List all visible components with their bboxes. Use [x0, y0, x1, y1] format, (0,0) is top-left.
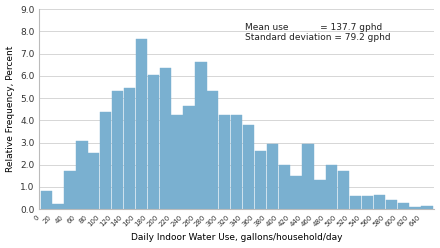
Y-axis label: Relative Frequency, Percent: Relative Frequency, Percent [6, 46, 15, 172]
X-axis label: Daily Indoor Water Use, gallons/household/day: Daily Indoor Water Use, gallons/househol… [131, 233, 343, 243]
Bar [124, 88, 135, 209]
Bar [422, 206, 433, 209]
Bar [172, 115, 183, 209]
Bar [410, 207, 421, 209]
Bar [112, 91, 123, 209]
Bar [207, 91, 218, 209]
Bar [362, 196, 373, 209]
Bar [326, 165, 337, 209]
Bar [338, 171, 349, 209]
Bar [243, 125, 254, 209]
Bar [52, 204, 64, 209]
Bar [290, 176, 302, 209]
Bar [160, 68, 171, 209]
Bar [88, 153, 99, 209]
Bar [314, 180, 326, 209]
Bar [40, 191, 52, 209]
Bar [350, 196, 361, 209]
Bar [148, 75, 159, 209]
Bar [183, 106, 194, 209]
Bar [136, 39, 147, 209]
Bar [64, 171, 76, 209]
Bar [267, 144, 278, 209]
Bar [195, 62, 206, 209]
Bar [76, 141, 88, 209]
Bar [231, 115, 242, 209]
Bar [374, 195, 385, 209]
Bar [385, 200, 397, 209]
Text: Mean use           = 137.7 gphd
Standard deviation = 79.2 gphd: Mean use = 137.7 gphd Standard deviation… [245, 23, 390, 42]
Bar [279, 165, 290, 209]
Bar [255, 152, 266, 209]
Bar [219, 115, 231, 209]
Bar [398, 203, 409, 209]
Bar [100, 113, 111, 209]
Bar [302, 144, 314, 209]
